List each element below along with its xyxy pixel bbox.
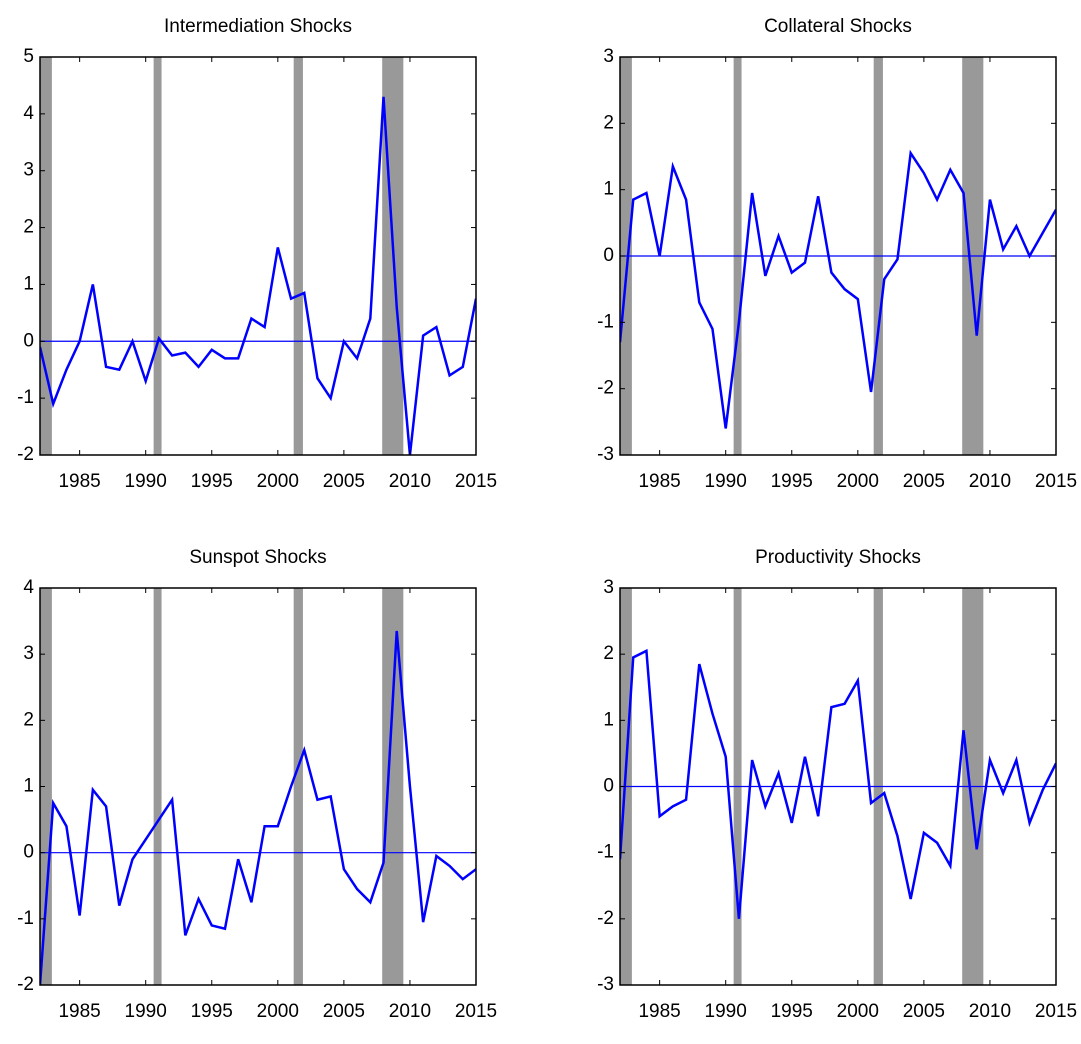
- y-tick-label: -1: [597, 842, 614, 863]
- x-tick-label: 1990: [125, 471, 167, 492]
- x-tick-label: 2015: [1035, 471, 1077, 492]
- x-tick-label: 2005: [323, 471, 365, 492]
- x-tick-label: 1995: [771, 471, 813, 492]
- data-line: [620, 648, 1056, 919]
- x-tick-label: 2000: [837, 1001, 879, 1022]
- y-tick-label: 1: [23, 273, 34, 294]
- plot-area: [620, 588, 1056, 985]
- y-tick-label: 3: [23, 643, 34, 664]
- y-tick-label: 1: [603, 709, 614, 730]
- x-tick-label: 2015: [1035, 1001, 1077, 1022]
- y-tick-label: 3: [23, 160, 34, 181]
- plot-area: [40, 57, 476, 455]
- x-tick-label: 2000: [257, 471, 299, 492]
- x-tick-label: 1995: [191, 471, 233, 492]
- x-tick-label: 1995: [771, 1001, 813, 1022]
- axes-frame: [39, 56, 477, 456]
- y-tick-label: -2: [597, 378, 614, 399]
- chart-title: Sunspot Shocks: [189, 547, 326, 568]
- data-line: [620, 149, 1056, 429]
- recession-band: [293, 588, 303, 985]
- x-tick-label: 1990: [705, 1001, 747, 1022]
- y-tick-label: -3: [597, 974, 614, 995]
- subplot: -3 -2 -1 0 1 2 3 1985 1990 1995 2000 2005 2010 2015 Pr…: [597, 547, 1077, 1022]
- y-tick-label: 0: [23, 330, 34, 351]
- x-tick-label: 2000: [837, 471, 879, 492]
- chart-title: Intermediation Shocks: [164, 16, 352, 37]
- y-tick-label: -2: [17, 444, 34, 465]
- y-tick-label: 4: [23, 577, 34, 598]
- subplot: -3 -2 -1 0 1 2 3 1985 1990 1995 2000 2005 2010 2015 Co…: [597, 16, 1077, 492]
- plot-area: [620, 57, 1056, 455]
- x-tick-label: 2000: [257, 1001, 299, 1022]
- x-tick-label: 2015: [455, 1001, 497, 1022]
- y-tick-label: 3: [603, 46, 614, 67]
- y-tick-label: 1: [603, 179, 614, 200]
- y-tick-label: -2: [17, 974, 34, 995]
- x-tick-label: 2005: [903, 471, 945, 492]
- x-tick-label: 2005: [323, 1001, 365, 1022]
- data-line: [40, 96, 476, 455]
- x-tick-label: 1985: [638, 1001, 680, 1022]
- y-tick-label: 2: [603, 112, 614, 133]
- y-tick-label: 2: [23, 709, 34, 730]
- y-tick-label: 0: [23, 842, 34, 863]
- chart-title: Productivity Shocks: [755, 547, 921, 568]
- x-tick-label: 1985: [58, 471, 100, 492]
- x-tick-label: 1990: [705, 471, 747, 492]
- recession-band: [153, 588, 162, 985]
- subplot: -2 -1 0 1 2 3 4 1985 1990 1995 2000 2005 2010 2015 Sun…: [17, 547, 497, 1022]
- y-tick-label: -3: [597, 444, 614, 465]
- y-tick-label: 0: [603, 776, 614, 797]
- y-tick-label: -1: [597, 311, 614, 332]
- x-tick-label: 2010: [389, 471, 431, 492]
- y-tick-label: -1: [17, 908, 34, 929]
- subplot: -2 -1 0 1 2 3 4 5 1985 1990 1995 2000 2005 2010 2015 In…: [17, 16, 497, 492]
- x-tick-label: 1990: [125, 1001, 167, 1022]
- x-tick-label: 2010: [389, 1001, 431, 1022]
- recession-band: [382, 588, 404, 985]
- y-tick-label: 2: [603, 643, 614, 664]
- y-tick-label: -1: [17, 387, 34, 408]
- x-tick-label: 2005: [903, 1001, 945, 1022]
- x-tick-label: 1985: [58, 1001, 100, 1022]
- x-tick-label: 2015: [455, 471, 497, 492]
- data-line: [40, 630, 476, 985]
- y-tick-label: 2: [23, 217, 34, 238]
- plot-area: [40, 588, 476, 985]
- chart-title: Collateral Shocks: [764, 16, 912, 37]
- recession-band: [40, 57, 52, 455]
- x-tick-label: 2010: [969, 471, 1011, 492]
- y-tick-label: 3: [603, 577, 614, 598]
- recession-band: [40, 588, 52, 985]
- y-tick-label: 4: [23, 103, 34, 124]
- recession-band: [293, 57, 303, 455]
- y-tick-label: 1: [23, 776, 34, 797]
- y-tick-label: -2: [597, 908, 614, 929]
- y-tick-label: 0: [603, 245, 614, 266]
- recession-band: [153, 57, 162, 455]
- y-tick-label: 5: [23, 46, 34, 67]
- x-tick-label: 2010: [969, 1001, 1011, 1022]
- x-tick-label: 1985: [638, 471, 680, 492]
- x-tick-label: 1995: [191, 1001, 233, 1022]
